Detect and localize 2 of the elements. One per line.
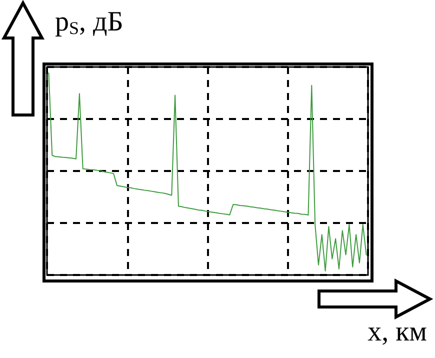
x-axis-title: x, км [368, 316, 428, 348]
y-axis-title: pS, дБ [55, 6, 124, 38]
